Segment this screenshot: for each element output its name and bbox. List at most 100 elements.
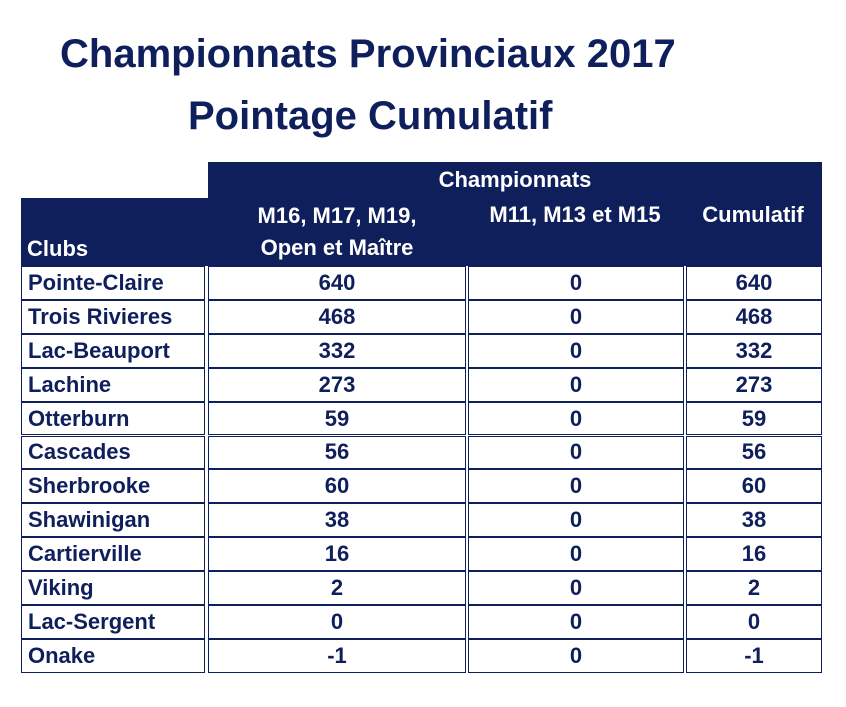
col-b-cell: 0 [468,638,684,673]
col-c-cell-text: 16 [741,541,767,567]
club-name-cell-text: Lac-Sergent [28,608,156,634]
col-a-cell-text: 0 [330,608,344,634]
club-name-cell: Lac-Sergent [21,605,205,639]
col-b-cell-text: 0 [569,575,583,601]
col-c-cell: 38 [686,503,822,538]
club-name-cell: Sherbrooke [21,469,205,504]
col-c-cell: 468 [686,299,822,334]
col-a-cell: 273 [208,367,466,402]
col-c-cell: -1 [686,638,822,673]
header-clubs: Clubs [21,198,208,266]
col-c-cell-text: -1 [744,642,764,668]
club-name-cell-text: Otterburn [28,405,130,431]
col-b-cell: 0 [468,333,684,368]
col-a-cell-text: 59 [324,405,350,431]
col-a-cell-text: 16 [324,541,350,567]
header-clubs-label: Clubs [27,236,89,261]
col-c-cell-text: 0 [747,608,761,634]
col-c-cell-text: 332 [735,337,773,363]
col-b-cell-text: 0 [569,439,583,465]
col-c-cell: 60 [686,469,822,504]
col-b-cell-text: 0 [569,507,583,533]
col-a-cell-text: 273 [318,371,356,397]
club-name-cell-text: Shawinigan [28,507,151,533]
club-name-cell-text: Cartierville [28,541,142,567]
col-b-cell-text: 0 [569,473,583,499]
col-c-cell: 59 [686,401,822,436]
header-col-a-line2: Open et Maître [260,235,414,260]
col-c-cell: 16 [686,537,822,572]
col-b-cell: 0 [468,605,684,639]
col-a-cell-text: 640 [318,269,356,295]
club-name-cell: Lac-Beauport [21,333,205,368]
col-b-cell: 0 [468,299,684,334]
col-b-cell-text: 0 [569,269,583,295]
col-c-cell: 56 [686,435,822,470]
col-b-cell: 0 [468,503,684,538]
col-c-cell-text: 56 [741,439,767,465]
col-a-cell-text: 2 [330,575,344,601]
club-name-cell: Viking [21,571,205,605]
col-b-cell: 0 [468,435,684,470]
club-name-cell: Onake [21,638,205,673]
club-name-cell-text: Sherbrooke [28,473,151,499]
col-b-cell: 0 [468,537,684,572]
col-c-cell: 273 [686,367,822,402]
col-c-cell-text: 468 [735,303,773,329]
header-col-b: M11, M13 et M15 [466,198,684,266]
col-c-cell-text: 38 [741,507,767,533]
col-c-cell: 0 [686,605,822,639]
club-name-cell-text: Viking [28,575,94,601]
club-name-cell-text: Onake [28,642,96,668]
col-a-cell-text: 56 [324,439,350,465]
club-name-cell: Otterburn [21,401,205,436]
col-a-cell: 60 [208,469,466,504]
col-a-cell-text: -1 [327,642,347,668]
page-subtitle: Pointage Cumulatif [188,94,553,138]
col-a-cell: 468 [208,299,466,334]
col-b-cell-text: 0 [569,405,583,431]
col-c-cell-text: 60 [741,473,767,499]
col-c-cell-text: 59 [741,405,767,431]
club-name-cell-text: Pointe-Claire [28,269,164,295]
col-a-cell: 2 [208,571,466,605]
col-a-cell-text: 60 [324,473,350,499]
header-championnats: Championnats [208,162,822,198]
col-b-cell: 0 [468,401,684,436]
header-col-a: M16, M17, M19, Open et Maître [208,198,466,266]
col-b-cell-text: 0 [569,303,583,329]
club-name-cell-text: Cascades [28,439,131,465]
club-name-cell: Cartierville [21,537,205,572]
col-b-cell-text: 0 [569,608,583,634]
col-b-cell-text: 0 [569,371,583,397]
scores-table: Championnats Clubs M16, M17, M19, Open e… [21,162,822,673]
col-c-cell-text: 2 [747,575,761,601]
col-b-cell: 0 [468,469,684,504]
club-name-cell-text: Lac-Beauport [28,337,170,363]
col-b-cell-text: 0 [569,337,583,363]
club-name-cell: Cascades [21,435,205,470]
col-a-cell: 38 [208,503,466,538]
col-b-cell: 0 [468,571,684,605]
col-b-cell-text: 0 [569,541,583,567]
page-title: Championnats Provinciaux 2017 [60,32,676,76]
col-a-cell: 16 [208,537,466,572]
col-b-cell-text: 0 [569,642,583,668]
col-a-cell: 0 [208,605,466,639]
col-c-cell: 332 [686,333,822,368]
club-name-cell-text: Trois Rivieres [28,303,173,329]
col-c-cell: 2 [686,571,822,605]
col-a-cell: 640 [208,266,466,300]
col-a-cell: 332 [208,333,466,368]
club-name-cell: Trois Rivieres [21,299,205,334]
col-a-cell-text: 38 [324,507,350,533]
club-name-cell: Lachine [21,367,205,402]
header-col-a-line1: M16, M17, M19, [257,203,417,228]
header-col-c: Cumulatif [684,198,822,266]
col-a-cell: -1 [208,638,466,673]
col-c-cell: 640 [686,266,822,300]
club-name-cell: Pointe-Claire [21,266,205,300]
col-a-cell: 56 [208,435,466,470]
col-b-cell: 0 [468,266,684,300]
header-col-b-label: M11, M13 et M15 [489,202,661,227]
